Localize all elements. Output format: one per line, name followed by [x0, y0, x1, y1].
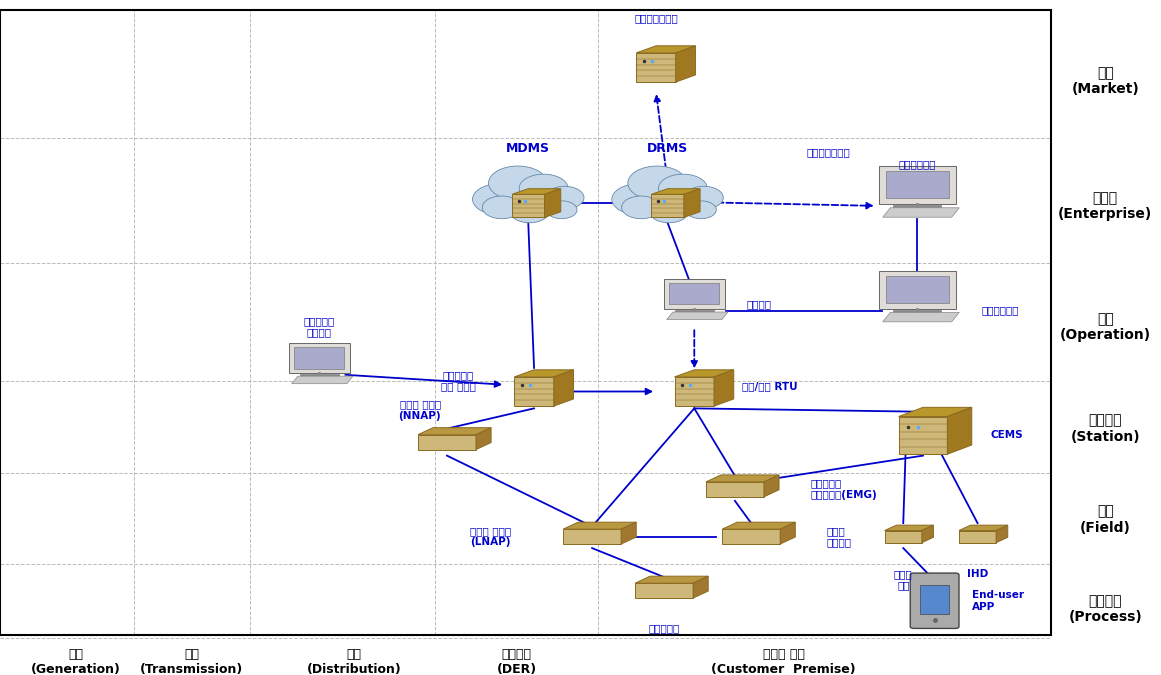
Polygon shape [621, 522, 636, 544]
Circle shape [547, 201, 577, 219]
Polygon shape [714, 370, 734, 406]
Text: 운전상태제어: 운전상태제어 [981, 306, 1018, 315]
Polygon shape [512, 194, 545, 217]
Text: 주파수추종
모니터링: 주파수추종 모니터링 [304, 316, 334, 338]
Polygon shape [669, 283, 720, 304]
Polygon shape [706, 475, 779, 482]
Polygon shape [693, 576, 708, 598]
Polygon shape [666, 312, 728, 319]
Polygon shape [636, 46, 695, 53]
Circle shape [510, 200, 549, 223]
Polygon shape [879, 271, 956, 308]
Polygon shape [563, 522, 636, 529]
Circle shape [686, 201, 716, 219]
Text: 배전
(Distribution): 배전 (Distribution) [307, 647, 402, 675]
Text: 분산자원
(DER): 분산자원 (DER) [497, 647, 536, 675]
Circle shape [621, 196, 661, 219]
Text: 발전
(Generation): 발전 (Generation) [30, 647, 121, 675]
FancyBboxPatch shape [910, 573, 959, 628]
Polygon shape [899, 407, 972, 416]
Polygon shape [675, 377, 714, 406]
Text: 자동발전제어: 자동발전제어 [899, 159, 936, 169]
Polygon shape [291, 376, 353, 383]
Polygon shape [722, 522, 795, 529]
Text: 제어/계측 RTU: 제어/계측 RTU [742, 381, 798, 391]
Text: 프로세스
(Process): 프로세스 (Process) [1068, 594, 1142, 624]
Text: 시장
(Market): 시장 (Market) [1072, 66, 1139, 96]
Polygon shape [706, 482, 764, 497]
Circle shape [649, 200, 688, 223]
Polygon shape [882, 208, 959, 217]
Polygon shape [664, 279, 724, 309]
Circle shape [482, 196, 521, 219]
Polygon shape [959, 525, 1008, 531]
Polygon shape [636, 53, 676, 82]
Circle shape [684, 186, 723, 209]
Polygon shape [512, 189, 561, 194]
Polygon shape [514, 377, 554, 406]
Polygon shape [922, 525, 933, 543]
Text: CEMS: CEMS [990, 431, 1023, 440]
Polygon shape [289, 343, 349, 373]
Text: 부하제어: 부하제어 [747, 299, 772, 308]
Polygon shape [545, 189, 561, 217]
Circle shape [612, 184, 665, 215]
Text: MDMS: MDMS [506, 142, 550, 155]
Polygon shape [882, 313, 959, 322]
Polygon shape [635, 583, 693, 598]
Polygon shape [635, 576, 708, 583]
Polygon shape [886, 171, 949, 198]
Circle shape [628, 166, 686, 200]
Circle shape [473, 184, 526, 215]
Polygon shape [722, 529, 780, 544]
Circle shape [545, 186, 584, 209]
Polygon shape [885, 531, 922, 543]
Text: DRMS: DRMS [647, 142, 688, 155]
Polygon shape [554, 370, 574, 406]
Polygon shape [885, 525, 933, 531]
Text: 사업자
(Enterprise): 사업자 (Enterprise) [1058, 191, 1153, 221]
Text: 스마트미터: 스마트미터 [649, 623, 679, 633]
Polygon shape [684, 189, 700, 217]
Circle shape [489, 166, 547, 200]
Polygon shape [996, 525, 1008, 543]
Polygon shape [886, 275, 949, 303]
Polygon shape [476, 428, 491, 450]
Polygon shape [418, 428, 491, 435]
Text: 수요관리사업자: 수요관리사업자 [807, 147, 851, 157]
Polygon shape [418, 435, 476, 450]
Polygon shape [899, 416, 947, 454]
Polygon shape [780, 522, 795, 544]
Text: 지역망 접속점
(LNAP): 지역망 접속점 (LNAP) [470, 526, 511, 547]
Polygon shape [651, 189, 700, 194]
Text: 운영
(Operation): 운영 (Operation) [1060, 313, 1151, 342]
Text: 소비자 구내
(Customer  Premise): 소비자 구내 (Customer Premise) [712, 647, 856, 675]
Text: 스테이션
(Station): 스테이션 (Station) [1070, 414, 1140, 443]
Text: 실시간
감시기기: 실시간 감시기기 [827, 526, 852, 547]
Text: 전력거래시스템: 전력거래시스템 [634, 14, 678, 24]
Text: 에너지관리
게이트웨이(EMG): 에너지관리 게이트웨이(EMG) [810, 479, 877, 500]
Text: IHD: IHD [967, 569, 988, 579]
Text: 필드
(Field): 필드 (Field) [1080, 505, 1131, 535]
Polygon shape [651, 194, 684, 217]
Polygon shape [294, 347, 345, 369]
Polygon shape [959, 531, 996, 543]
Circle shape [658, 174, 707, 202]
Polygon shape [879, 166, 956, 204]
Text: 이웃망 접속점
(NNAP): 이웃망 접속점 (NNAP) [398, 399, 441, 421]
Circle shape [519, 174, 568, 202]
Polygon shape [676, 46, 695, 82]
Polygon shape [514, 370, 574, 377]
Polygon shape [764, 475, 779, 497]
Text: 스마트
가전: 스마트 가전 [894, 569, 913, 591]
Polygon shape [563, 529, 621, 544]
Polygon shape [947, 407, 972, 454]
Polygon shape [675, 370, 734, 377]
Text: End-user
APP: End-user APP [972, 590, 1024, 612]
Text: 계량데이터
수집 시스템: 계량데이터 수집 시스템 [441, 370, 476, 392]
Text: 송전
(Transmission): 송전 (Transmission) [140, 647, 243, 675]
Bar [920, 585, 950, 614]
